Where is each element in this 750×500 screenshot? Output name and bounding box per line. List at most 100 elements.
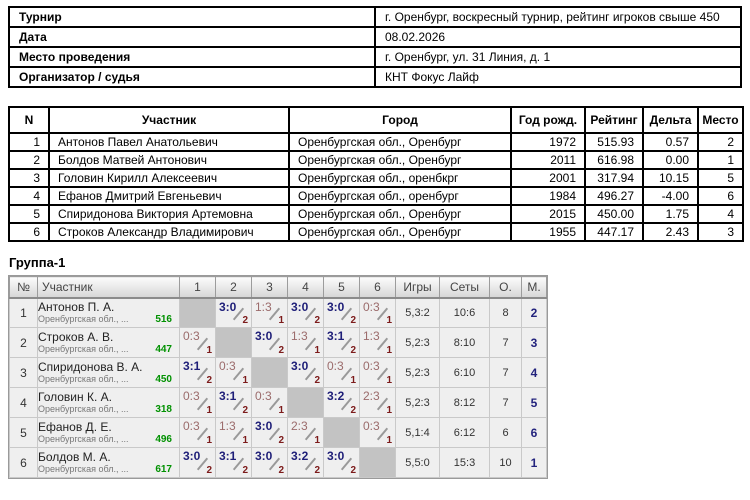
match-cell: 3:0 2 bbox=[323, 447, 360, 478]
group-title: Группа-1 bbox=[9, 255, 66, 270]
group-header-row: № Участник 1 2 3 4 5 6 Игры Сеты О. М. bbox=[9, 276, 547, 299]
col-header-birthyear: Год рожд. bbox=[510, 106, 586, 134]
match-cell: 2:3 1 bbox=[359, 387, 396, 418]
info-value-date: 08.02.2026 bbox=[374, 26, 742, 48]
participant-rating: 317.94 bbox=[584, 168, 644, 188]
player-cell: Строков А. В. Оренбургская обл., ... 447 bbox=[37, 327, 180, 358]
player-rating: 496 bbox=[155, 434, 172, 445]
participant-name: Ефанов Дмитрий Евгеньевич bbox=[48, 186, 290, 206]
match-points: 1 bbox=[386, 345, 392, 356]
match-cell: 0:3 1 bbox=[251, 387, 288, 418]
match-cell: 1:3 1 bbox=[215, 417, 252, 448]
place-cell: 4 bbox=[521, 357, 547, 388]
player-cell: Антонов П. А. Оренбургская обл., ... 516 bbox=[37, 297, 180, 328]
player-number: 1 bbox=[9, 297, 38, 328]
participant-year: 1984 bbox=[510, 186, 586, 206]
match-score: 3:0 bbox=[291, 299, 309, 314]
match-score: 3:0 bbox=[255, 449, 273, 463]
match-cell: 1:3 1 bbox=[287, 327, 324, 358]
games-cell: 5,2:3 bbox=[395, 327, 440, 358]
sets-cell: 6:10 bbox=[439, 357, 490, 388]
match-score: 3:2 bbox=[327, 389, 345, 403]
match-points: 2 bbox=[278, 435, 284, 446]
col-header-5: 5 bbox=[323, 276, 360, 299]
player-cell: Ефанов Д. Е. Оренбургская обл., ... 496 bbox=[37, 417, 180, 448]
place-cell: 6 bbox=[521, 417, 547, 448]
match-points: 1 bbox=[206, 345, 212, 356]
participant-city: Оренбургская обл., Оренбург bbox=[288, 132, 512, 152]
participant-n: 3 bbox=[8, 168, 50, 188]
match-cell: 3:1 2 bbox=[215, 447, 252, 478]
col-header-games: Игры bbox=[395, 276, 440, 299]
match-score: 0:3 bbox=[327, 359, 344, 373]
self-cell bbox=[359, 447, 396, 478]
match-cell: 0:3 1 bbox=[179, 327, 216, 358]
info-row: Организатор / судья КНТ Фокус Лайф bbox=[8, 66, 742, 88]
col-header-2: 2 bbox=[215, 276, 252, 299]
participant-delta: 2.43 bbox=[642, 222, 699, 242]
participants-table: N Участник Город Год рожд. Рейтинг Дельт… bbox=[8, 106, 744, 242]
match-points: 1 bbox=[386, 375, 392, 386]
col-header-3: 3 bbox=[251, 276, 288, 299]
participant-name: Строков Александр Владимирович bbox=[48, 222, 290, 242]
match-score: 3:0 bbox=[327, 449, 345, 463]
group-row: 5 Ефанов Д. Е. Оренбургская обл., ... 49… bbox=[9, 417, 547, 448]
games-cell: 5,5:0 bbox=[395, 447, 440, 478]
match-score: 1:3 bbox=[219, 419, 236, 433]
player-rating: 516 bbox=[155, 314, 172, 326]
group-crosstable: № Участник 1 2 3 4 5 6 Игры Сеты О. М. 1… bbox=[9, 276, 547, 478]
tournament-info-table: Турнир г. Оренбург, воскресный турнир, р… bbox=[8, 6, 742, 88]
match-cell: 0:3 1 bbox=[359, 417, 396, 448]
match-score: 3:0 bbox=[183, 449, 201, 463]
participant-delta: 0.00 bbox=[642, 150, 699, 170]
match-cell: 3:1 2 bbox=[323, 327, 360, 358]
info-row: Дата 08.02.2026 bbox=[8, 26, 742, 48]
points-cell: 6 bbox=[489, 417, 522, 448]
player-number: 3 bbox=[9, 357, 38, 388]
player-number: 5 bbox=[9, 417, 38, 448]
match-points: 2 bbox=[206, 465, 212, 476]
match-cell: 3:1 2 bbox=[215, 387, 252, 418]
match-cell: 3:0 2 bbox=[287, 297, 324, 328]
group-row: 2 Строков А. В. Оренбургская обл., ... 4… bbox=[9, 327, 547, 358]
match-score: 3:1 bbox=[327, 329, 345, 343]
match-points: 1 bbox=[314, 345, 320, 356]
match-score: 1:3 bbox=[255, 299, 272, 314]
match-score: 0:3 bbox=[363, 359, 380, 373]
self-cell bbox=[323, 417, 360, 448]
match-score: 3:0 bbox=[255, 419, 273, 433]
match-score: 3:1 bbox=[183, 359, 201, 373]
match-score: 1:3 bbox=[291, 329, 308, 343]
participant-row: 6 Строков Александр Владимирович Оренбур… bbox=[8, 222, 744, 242]
match-cell: 0:3 1 bbox=[359, 357, 396, 388]
match-score: 0:3 bbox=[255, 389, 272, 403]
participant-rating: 496.27 bbox=[584, 186, 644, 206]
games-cell: 5,2:3 bbox=[395, 387, 440, 418]
match-cell: 3:0 2 bbox=[251, 417, 288, 448]
player-region: Оренбургская обл., ... bbox=[38, 434, 129, 444]
match-score: 3:2 bbox=[291, 449, 309, 463]
match-cell: 3:0 2 bbox=[179, 447, 216, 478]
points-cell: 7 bbox=[489, 327, 522, 358]
place-cell: 1 bbox=[521, 447, 547, 478]
match-cell: 3:2 2 bbox=[287, 447, 324, 478]
match-score: 1:3 bbox=[363, 329, 380, 343]
participant-name: Головин Кирилл Алексеевич bbox=[48, 168, 290, 188]
sets-cell: 6:12 bbox=[439, 417, 490, 448]
player-region: Оренбургская обл., ... bbox=[38, 374, 129, 384]
participant-delta: -4.00 bbox=[642, 186, 699, 206]
participant-place: 6 bbox=[697, 186, 744, 206]
participant-row: 5 Спиридонова Виктория Артемовна Оренбур… bbox=[8, 204, 744, 224]
player-name: Строков А. В. bbox=[38, 330, 114, 344]
match-points: 1 bbox=[386, 315, 392, 326]
participant-year: 1955 bbox=[510, 222, 586, 242]
match-points: 2 bbox=[314, 375, 320, 386]
participant-rating: 616.98 bbox=[584, 150, 644, 170]
player-name: Спиридонова В. А. bbox=[38, 360, 143, 374]
player-rating: 318 bbox=[155, 404, 172, 415]
games-cell: 5,1:4 bbox=[395, 417, 440, 448]
match-score: 2:3 bbox=[291, 419, 308, 433]
group-row: 3 Спиридонова В. А. Оренбургская обл., .… bbox=[9, 357, 547, 388]
participant-name: Болдов Матвей Антонович bbox=[48, 150, 290, 170]
info-label-tournament: Турнир bbox=[8, 6, 376, 28]
